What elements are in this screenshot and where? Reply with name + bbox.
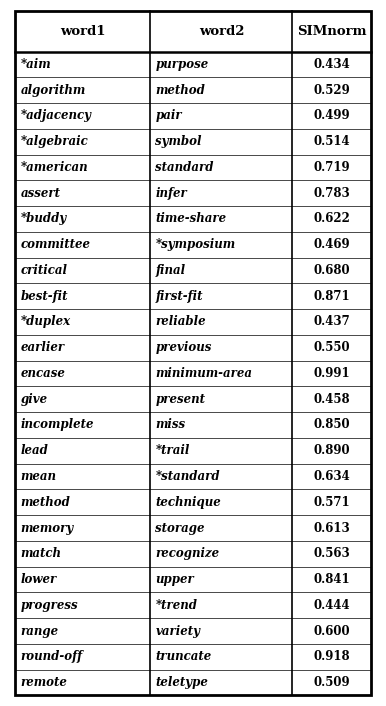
Text: 0.469: 0.469 xyxy=(313,238,350,251)
Text: *duplex: *duplex xyxy=(20,316,71,328)
Text: 0.871: 0.871 xyxy=(313,289,350,303)
Text: 0.850: 0.850 xyxy=(313,419,350,431)
Text: mean: mean xyxy=(20,470,56,483)
Text: assert: assert xyxy=(20,186,61,200)
Text: technique: technique xyxy=(156,496,221,509)
Text: final: final xyxy=(156,264,186,277)
Text: 0.458: 0.458 xyxy=(313,393,350,406)
Text: range: range xyxy=(20,625,59,638)
Text: miss: miss xyxy=(156,419,186,431)
Text: lower: lower xyxy=(20,573,57,586)
Text: *american: *american xyxy=(20,161,88,174)
Text: round-off: round-off xyxy=(20,650,83,663)
Text: 0.499: 0.499 xyxy=(313,109,350,122)
Text: upper: upper xyxy=(156,573,194,586)
Text: present: present xyxy=(156,393,205,406)
Text: word2: word2 xyxy=(199,25,244,37)
Text: time-share: time-share xyxy=(156,213,227,225)
Text: 0.613: 0.613 xyxy=(313,522,350,534)
Text: 0.437: 0.437 xyxy=(313,316,350,328)
Text: 0.600: 0.600 xyxy=(313,625,350,638)
Text: *trail: *trail xyxy=(156,444,190,457)
Text: *standard: *standard xyxy=(156,470,220,483)
Text: method: method xyxy=(156,84,205,97)
Text: match: match xyxy=(20,547,61,561)
Text: 0.434: 0.434 xyxy=(313,58,350,71)
Text: storage: storage xyxy=(156,522,205,534)
Text: *adjacency: *adjacency xyxy=(20,109,91,122)
Text: 0.509: 0.509 xyxy=(313,676,350,689)
Text: critical: critical xyxy=(20,264,68,277)
Text: standard: standard xyxy=(156,161,214,174)
Text: 0.783: 0.783 xyxy=(313,186,350,200)
Text: truncate: truncate xyxy=(156,650,212,663)
Text: *symposium: *symposium xyxy=(156,238,235,251)
Text: infer: infer xyxy=(156,186,187,200)
Text: pair: pair xyxy=(156,109,182,122)
Text: 0.918: 0.918 xyxy=(313,650,350,663)
Text: encase: encase xyxy=(20,367,65,380)
Text: *trend: *trend xyxy=(156,599,197,612)
Text: teletype: teletype xyxy=(156,676,208,689)
Text: give: give xyxy=(20,393,47,406)
Text: earlier: earlier xyxy=(20,341,64,354)
Text: lead: lead xyxy=(20,444,48,457)
Text: 0.563: 0.563 xyxy=(313,547,350,561)
Text: 0.991: 0.991 xyxy=(313,367,350,380)
Text: purpose: purpose xyxy=(156,58,209,71)
Text: 0.719: 0.719 xyxy=(313,161,350,174)
Text: 0.529: 0.529 xyxy=(313,84,350,97)
Text: 0.634: 0.634 xyxy=(313,470,350,483)
Text: minimum-area: minimum-area xyxy=(156,367,252,380)
Text: best-fit: best-fit xyxy=(20,289,68,303)
Text: memory: memory xyxy=(20,522,74,534)
Text: progress: progress xyxy=(20,599,78,612)
Text: 0.890: 0.890 xyxy=(313,444,350,457)
Text: symbol: symbol xyxy=(156,135,202,148)
Text: remote: remote xyxy=(20,676,67,689)
Text: *aim: *aim xyxy=(20,58,51,71)
Text: 0.841: 0.841 xyxy=(313,573,350,586)
Text: 0.571: 0.571 xyxy=(313,496,350,509)
Text: word1: word1 xyxy=(60,25,106,37)
Text: 0.680: 0.680 xyxy=(313,264,350,277)
Text: method: method xyxy=(20,496,70,509)
Text: variety: variety xyxy=(156,625,200,638)
Text: 0.622: 0.622 xyxy=(313,213,350,225)
Text: 0.514: 0.514 xyxy=(313,135,350,148)
Text: first-fit: first-fit xyxy=(156,289,203,303)
Text: committee: committee xyxy=(20,238,90,251)
Text: reliable: reliable xyxy=(156,316,206,328)
Text: *buddy: *buddy xyxy=(20,213,67,225)
Text: 0.550: 0.550 xyxy=(313,341,350,354)
Text: 0.444: 0.444 xyxy=(313,599,350,612)
Text: SIMnorm: SIMnorm xyxy=(297,25,366,37)
Text: recognize: recognize xyxy=(156,547,220,561)
Text: algorithm: algorithm xyxy=(20,84,86,97)
Text: incomplete: incomplete xyxy=(20,419,94,431)
Text: previous: previous xyxy=(156,341,212,354)
Text: *algebraic: *algebraic xyxy=(20,135,88,148)
